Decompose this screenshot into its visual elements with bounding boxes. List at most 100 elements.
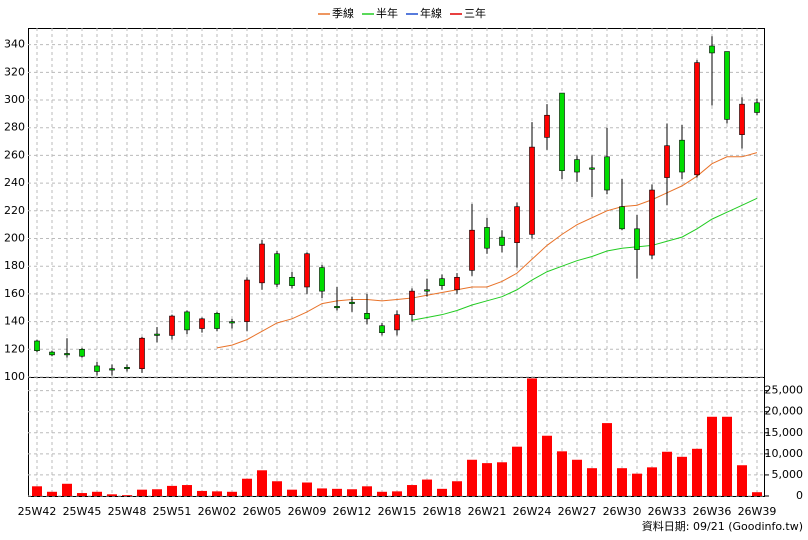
volume-bar: [317, 488, 327, 496]
volume-bar: [737, 465, 747, 496]
candle-body: [754, 102, 760, 113]
x-tick-label: 26W12: [333, 505, 372, 518]
volume-bar: [47, 491, 57, 496]
candle-body: [334, 306, 340, 309]
volume-bar: [647, 467, 657, 496]
volume-bar: [92, 491, 102, 496]
volume-bar: [437, 488, 447, 496]
candle-body: [49, 351, 55, 356]
y-tick-label: 220: [4, 204, 25, 217]
volume-bar: [722, 416, 732, 496]
volume-bar: [392, 491, 402, 496]
volume-bar: [557, 451, 567, 496]
volume-bar: [677, 456, 687, 496]
candle-body: [739, 103, 745, 135]
candle-body: [304, 253, 310, 288]
x-tick-label: 26W36: [693, 505, 732, 518]
candle-body: [469, 229, 475, 271]
volume-bar: [572, 459, 582, 496]
candle-body: [634, 228, 640, 250]
volume-bar: [707, 416, 717, 496]
legend-label: 季線: [332, 6, 354, 20]
volume-bar: [272, 481, 282, 496]
y-tick-label: 300: [4, 93, 25, 106]
volume-tick-label: 20,000: [765, 405, 804, 418]
candle-body: [574, 159, 580, 173]
candle-body: [259, 243, 265, 284]
ma-line: [411, 197, 758, 321]
x-tick-label: 26W33: [648, 505, 687, 518]
candle-body: [589, 167, 595, 170]
x-tick-label: 26W05: [243, 505, 282, 518]
volume-tick-label: 5,000: [772, 468, 804, 481]
volume-bar: [77, 493, 87, 496]
volume-bar: [332, 488, 342, 496]
x-tick-label: 26W02: [198, 505, 237, 518]
x-tick-label: 26W15: [378, 505, 417, 518]
candle-body: [289, 276, 295, 286]
candle-body: [544, 114, 550, 138]
candle-body: [394, 314, 400, 331]
candle-body: [379, 325, 385, 333]
volume-bar: [377, 491, 387, 496]
candle-body: [244, 279, 250, 322]
y-tick-label: 100: [4, 370, 25, 383]
y-tick-label: 320: [4, 65, 25, 78]
y-tick-label: 120: [4, 342, 25, 355]
candle-body: [139, 337, 145, 369]
volume-bar: [197, 490, 207, 496]
candle-body: [349, 301, 355, 304]
volume-bar: [137, 489, 147, 496]
candle-body: [709, 45, 715, 54]
volume-bar: [587, 468, 597, 496]
volume-tick-label: 0: [796, 489, 803, 502]
y-tick-label: 180: [4, 259, 25, 272]
candle-body: [679, 139, 685, 173]
candle-body: [619, 206, 625, 230]
x-tick-label: 26W21: [468, 505, 507, 518]
volume-bar: [227, 491, 237, 496]
volume-bar: [167, 485, 177, 496]
candle-body: [169, 315, 175, 336]
candle-body: [79, 349, 85, 357]
volume-bar: [617, 468, 627, 496]
x-tick-label: 26W27: [558, 505, 597, 518]
volume-bar: [362, 486, 372, 496]
volume-bar: [347, 489, 357, 496]
volume-bar: [692, 448, 702, 496]
volume-tick-label: 10,000: [765, 447, 804, 460]
y-tick-label: 140: [4, 315, 25, 328]
candle-body: [319, 267, 325, 292]
legend-label: 三年: [464, 6, 486, 20]
candle-body: [559, 92, 565, 171]
volume-bar: [242, 478, 252, 496]
candle-body: [649, 189, 655, 256]
volume-bar: [62, 483, 72, 496]
legend-label: 年線: [420, 6, 442, 20]
y-tick-label: 280: [4, 121, 25, 134]
candle-body: [124, 367, 130, 369]
volume-bar: [527, 378, 537, 496]
candle-body: [454, 276, 460, 291]
legend-label: 半年: [376, 6, 398, 20]
source-note: 資料日期: 09/21 (Goodinfo.tw): [642, 519, 803, 533]
candle-body: [64, 353, 70, 356]
x-tick-label: 25W48: [108, 505, 147, 518]
volume-bar: [122, 495, 132, 496]
volume-bar: [212, 491, 222, 496]
candle-body: [94, 365, 100, 372]
x-tick-label: 25W42: [18, 505, 57, 518]
y-tick-label: 200: [4, 232, 25, 245]
candle-body: [109, 368, 115, 371]
volume-bar: [452, 481, 462, 496]
x-tick-label: 26W09: [288, 505, 327, 518]
candle-body: [424, 289, 430, 292]
volume-bar: [542, 435, 552, 496]
candle-body: [724, 51, 730, 120]
volume-bar: [182, 485, 192, 496]
volume-bar: [467, 459, 477, 496]
volume-bar: [107, 494, 117, 496]
candle-body: [214, 312, 220, 329]
